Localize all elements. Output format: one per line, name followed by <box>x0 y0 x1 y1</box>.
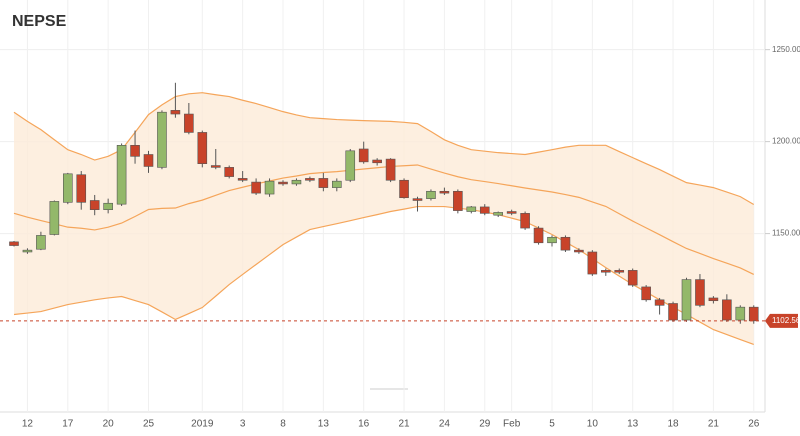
candle-body <box>654 299 665 306</box>
candle-body <box>587 251 598 275</box>
x-tick-label: 13 <box>627 419 639 430</box>
candle-body <box>170 110 181 115</box>
x-tick-label: 18 <box>667 419 679 430</box>
candle-body <box>62 173 73 203</box>
candle-body <box>116 145 127 205</box>
candle-body <box>49 201 60 235</box>
candle-body <box>722 299 732 321</box>
candle-body <box>506 211 517 214</box>
candle-body <box>184 113 194 133</box>
x-tick-label: 26 <box>748 419 760 430</box>
candle-body <box>157 111 167 168</box>
band-upper <box>13 92 755 206</box>
candle-body <box>103 202 113 210</box>
last-price-tag <box>765 313 798 328</box>
x-tick-label: 16 <box>358 419 370 430</box>
candle-body <box>237 178 248 181</box>
candle-body <box>372 159 382 164</box>
x-tick-label: 3 <box>240 419 246 430</box>
candle-body <box>89 200 100 210</box>
candle-body <box>600 270 611 273</box>
candle-body <box>641 286 651 301</box>
candle-body <box>385 158 396 181</box>
x-tick-label: 13 <box>318 419 330 430</box>
candle-body <box>574 249 584 253</box>
y-tick-label: 1150.00 <box>772 229 800 238</box>
candle-body <box>748 306 759 322</box>
candle-body <box>426 190 436 199</box>
x-tick-label: 21 <box>398 419 410 430</box>
candle-body <box>627 270 638 286</box>
candle-body <box>453 190 463 211</box>
candle-body <box>9 241 19 246</box>
candle-body <box>143 154 154 167</box>
candle-body <box>358 148 369 163</box>
x-tick-label: Feb <box>503 419 521 430</box>
x-tick-label: 25 <box>143 419 155 430</box>
x-tick-label: 21 <box>708 419 720 430</box>
candle-body <box>466 206 477 212</box>
candle-body <box>399 179 409 199</box>
x-tick-label: 10 <box>587 419 599 430</box>
y-tick-label: 1250.00 <box>772 45 800 54</box>
candle-body <box>614 270 625 273</box>
y-tick-label: 1200.00 <box>772 137 800 146</box>
candle-body <box>278 181 288 185</box>
candle-body <box>318 178 329 188</box>
x-tick-label: 5 <box>549 419 555 430</box>
x-tick-label: 20 <box>103 419 115 430</box>
candle-body <box>479 206 490 214</box>
candle-body <box>22 249 33 253</box>
candle-body <box>130 145 140 157</box>
candle-body <box>345 150 356 181</box>
candle-body <box>291 179 302 185</box>
x-tick-label: 12 <box>22 419 34 430</box>
x-tick-label: 8 <box>280 419 286 430</box>
candle-body <box>533 227 544 244</box>
candle-body <box>210 165 221 168</box>
candle-body <box>735 306 746 321</box>
last-price-label: 1102.56 <box>772 316 800 325</box>
candle-body <box>520 213 530 229</box>
candle-body <box>76 174 87 203</box>
candle-body <box>493 212 504 216</box>
candle-body <box>439 190 450 194</box>
candle-body <box>695 279 705 306</box>
candle-body <box>668 303 678 321</box>
candle-body <box>197 132 208 164</box>
candle-body <box>224 167 234 177</box>
candle-body <box>681 279 692 321</box>
candle-body <box>560 236 571 251</box>
x-tick-label: 29 <box>479 419 491 430</box>
candle-body <box>264 180 275 195</box>
candle-body <box>36 235 46 250</box>
band-middle <box>13 164 755 275</box>
x-tick-label: 24 <box>439 419 451 430</box>
candle-body <box>305 178 315 181</box>
chart-title: NEPSE <box>12 13 67 30</box>
candle-body <box>547 236 557 244</box>
candle-body <box>708 297 719 302</box>
x-tick-label: 17 <box>62 419 74 430</box>
candle-body <box>412 198 423 201</box>
x-tick-label: 2019 <box>191 419 214 430</box>
candle-body <box>251 181 261 194</box>
candle-body <box>331 180 342 188</box>
